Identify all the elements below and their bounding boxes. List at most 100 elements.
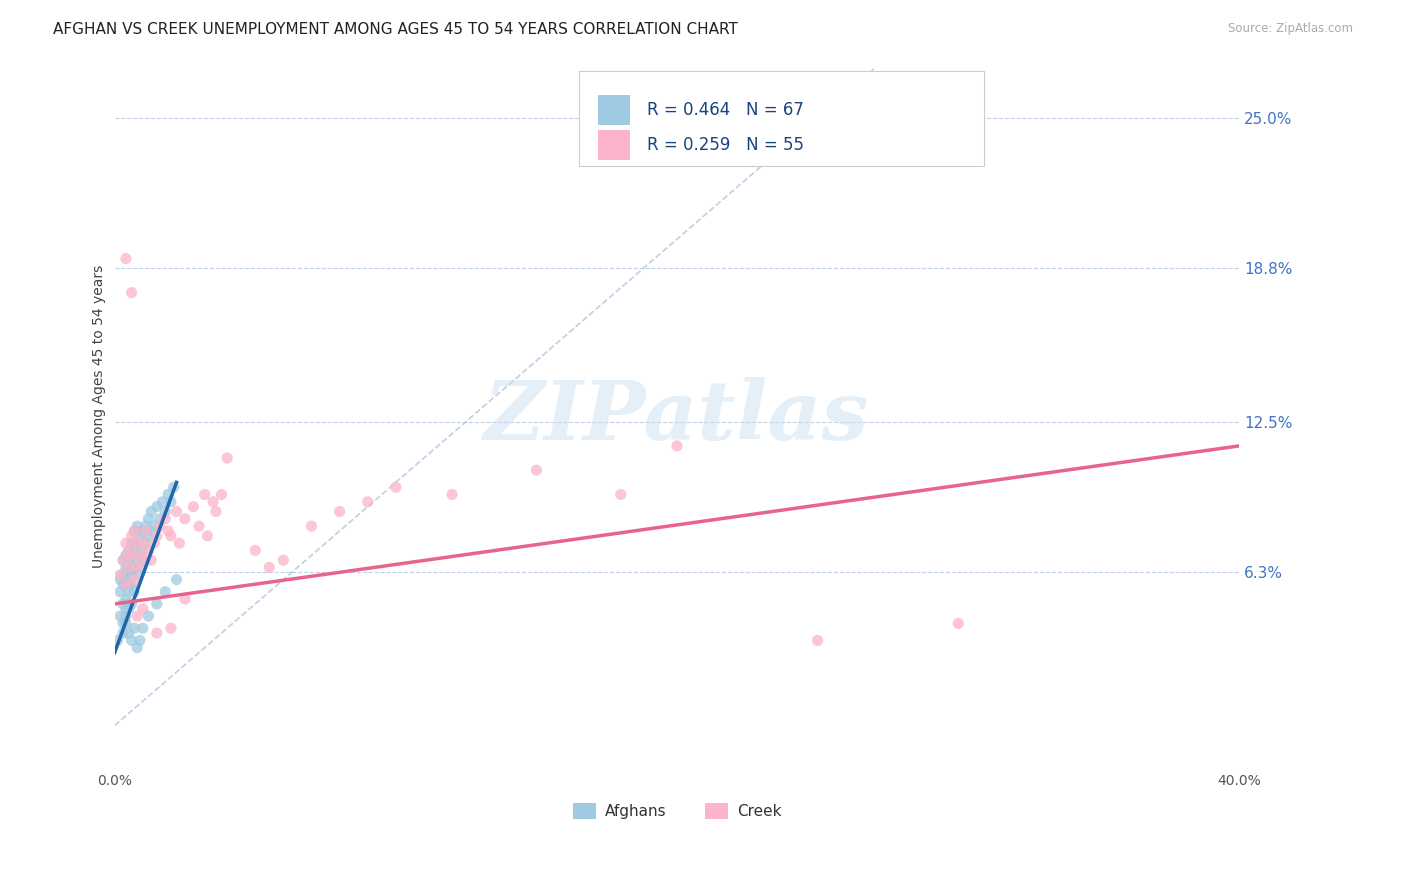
Point (160, 621, 183, 635)
Point (110, 609, 132, 624)
Point (132, 536, 155, 550)
Point (121, 577, 143, 591)
Point (115, 616, 138, 631)
Point (163, 480, 186, 494)
Point (115, 592, 138, 607)
Point (127, 640, 149, 655)
Point (118, 560, 141, 574)
Point (112, 567, 135, 582)
Point (132, 602, 155, 616)
Point (124, 524, 146, 538)
Point (127, 536, 149, 550)
Point (112, 577, 135, 591)
Point (115, 602, 138, 616)
Point (118, 626, 141, 640)
Point (129, 560, 152, 574)
FancyBboxPatch shape (599, 95, 630, 125)
Point (146, 626, 169, 640)
Point (273, 553, 295, 567)
Point (112, 597, 135, 611)
Point (194, 487, 217, 501)
Point (115, 252, 138, 266)
Point (112, 553, 135, 567)
Point (441, 487, 464, 501)
Point (169, 536, 191, 550)
Point (129, 549, 152, 563)
Point (141, 553, 163, 567)
Point (806, 633, 828, 648)
Point (115, 536, 138, 550)
Point (155, 584, 177, 599)
Point (121, 285, 143, 300)
Point (121, 549, 143, 563)
Point (301, 519, 323, 533)
Point (217, 450, 239, 465)
Point (141, 504, 163, 518)
Point (666, 439, 689, 453)
Point (174, 592, 197, 607)
Point (197, 529, 219, 543)
Point (526, 463, 548, 477)
Point (155, 504, 177, 518)
Text: AFGHAN VS CREEK UNEMPLOYMENT AMONG AGES 45 TO 54 YEARS CORRELATION CHART: AFGHAN VS CREEK UNEMPLOYMENT AMONG AGES … (53, 22, 738, 37)
Point (135, 519, 157, 533)
Point (112, 553, 135, 567)
Point (385, 480, 408, 494)
Point (124, 543, 146, 558)
Point (127, 553, 149, 567)
Point (174, 512, 197, 526)
Point (188, 519, 211, 533)
Point (127, 567, 149, 582)
Point (115, 609, 138, 624)
Point (118, 602, 141, 616)
Point (160, 529, 183, 543)
Text: R = 0.259   N = 55: R = 0.259 N = 55 (647, 136, 804, 154)
Point (118, 553, 141, 567)
Point (160, 495, 183, 509)
Point (115, 549, 138, 563)
Point (124, 584, 146, 599)
Point (118, 543, 141, 558)
Text: ZIPatlas: ZIPatlas (484, 376, 870, 457)
Point (610, 487, 633, 501)
Point (115, 577, 138, 591)
Point (115, 567, 138, 582)
Point (115, 560, 138, 574)
Point (118, 543, 141, 558)
Point (138, 543, 160, 558)
Point (112, 616, 135, 631)
FancyBboxPatch shape (579, 71, 984, 166)
Point (166, 504, 188, 518)
Point (152, 495, 174, 509)
Legend: Afghans, Creek: Afghans, Creek (567, 797, 787, 825)
Point (946, 616, 969, 631)
Point (157, 524, 180, 538)
Point (135, 536, 157, 550)
Point (138, 512, 160, 526)
Point (121, 549, 143, 563)
Point (146, 529, 169, 543)
Point (118, 560, 141, 574)
Point (132, 553, 155, 567)
Point (138, 609, 160, 624)
Point (132, 553, 155, 567)
Point (110, 584, 132, 599)
Point (110, 567, 132, 582)
Text: Source: ZipAtlas.com: Source: ZipAtlas.com (1227, 22, 1353, 36)
Point (135, 524, 157, 538)
Point (149, 512, 172, 526)
Point (127, 519, 149, 533)
Point (124, 560, 146, 574)
Point (127, 609, 149, 624)
Point (118, 597, 141, 611)
Point (121, 536, 143, 550)
Point (121, 597, 143, 611)
Point (259, 560, 281, 574)
Point (118, 577, 141, 591)
Point (124, 524, 146, 538)
Point (112, 626, 135, 640)
Point (124, 573, 146, 587)
Point (211, 487, 233, 501)
Point (110, 573, 132, 587)
Point (143, 536, 166, 550)
